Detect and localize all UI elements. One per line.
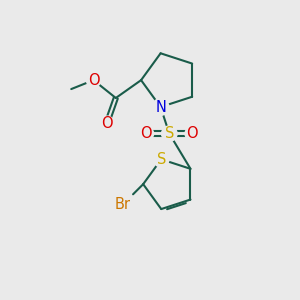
- Circle shape: [185, 127, 199, 141]
- Text: S: S: [165, 126, 174, 141]
- Circle shape: [152, 99, 169, 115]
- Text: N: N: [155, 100, 166, 115]
- Text: O: O: [141, 126, 152, 141]
- Circle shape: [86, 73, 101, 87]
- Text: O: O: [101, 116, 113, 131]
- Text: O: O: [186, 126, 198, 141]
- Circle shape: [162, 126, 177, 141]
- Text: Br: Br: [114, 197, 130, 212]
- Circle shape: [139, 127, 154, 141]
- Text: S: S: [157, 152, 166, 167]
- Circle shape: [100, 116, 114, 130]
- Circle shape: [154, 152, 169, 167]
- Text: O: O: [88, 73, 99, 88]
